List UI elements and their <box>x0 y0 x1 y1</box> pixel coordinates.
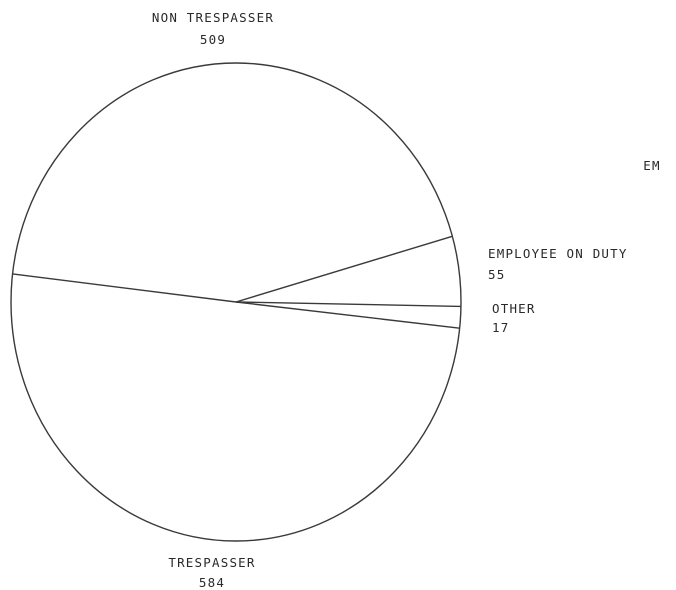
slice-value-other: 17 <box>492 320 509 335</box>
slice-label-employee-on-duty: EMPLOYEE ON DUTY <box>488 246 628 261</box>
boundary-employee-non-trespasser <box>235 235 453 303</box>
slice-label-trespasser: TRESPASSER <box>168 555 255 570</box>
stray-label-em: EM <box>643 158 660 173</box>
slice-value-non-trespasser: 509 <box>200 32 226 47</box>
slice-label-other: OTHER <box>492 301 536 316</box>
boundary-other-employee <box>235 301 462 308</box>
pie-outline <box>10 62 462 542</box>
slice-value-employee-on-duty: 55 <box>488 267 505 282</box>
boundary-trespasser-other <box>235 301 460 329</box>
slice-label-non-trespasser: NON TRESPASSER <box>152 10 274 25</box>
boundary-non-trespasser-trespasser <box>12 273 237 303</box>
slice-value-trespasser: 584 <box>199 575 225 590</box>
